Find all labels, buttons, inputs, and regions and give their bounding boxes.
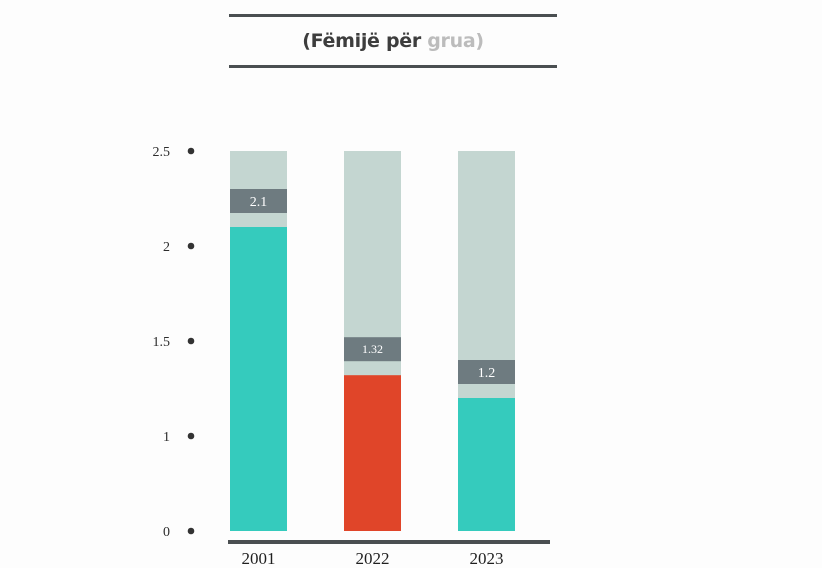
value-label-box [344, 337, 401, 362]
x-tick-label: 2001 [242, 549, 276, 568]
y-tick-dot [187, 147, 195, 155]
y-tick-label: 1 [163, 430, 170, 445]
bar-2022 [344, 375, 401, 531]
y-tick-label: 2.5 [153, 145, 171, 160]
y-tick-label: 1.5 [153, 335, 171, 350]
y-tick-dot [187, 242, 195, 250]
bar-2023 [458, 398, 515, 531]
y-tick-dot [187, 432, 195, 440]
value-label-box [230, 189, 287, 213]
chart-title-box: (Fëmijë për grua) [229, 14, 557, 68]
x-tick-label: 2022 [356, 549, 390, 568]
x-tick-label: 2023 [470, 549, 504, 568]
y-tick-dot [187, 337, 195, 345]
value-label: 1.32 [362, 342, 383, 356]
y-tick-dot [187, 527, 195, 535]
value-label-box [458, 360, 515, 384]
chart-title: (Fëmijë për grua) [302, 30, 484, 52]
y-tick-label: 2 [163, 240, 170, 255]
x-axis-line [228, 540, 550, 544]
bar-2001 [230, 227, 287, 531]
value-label: 1.2 [478, 366, 496, 381]
value-label: 2.1 [250, 195, 268, 210]
y-tick-label: 0 [163, 525, 170, 540]
